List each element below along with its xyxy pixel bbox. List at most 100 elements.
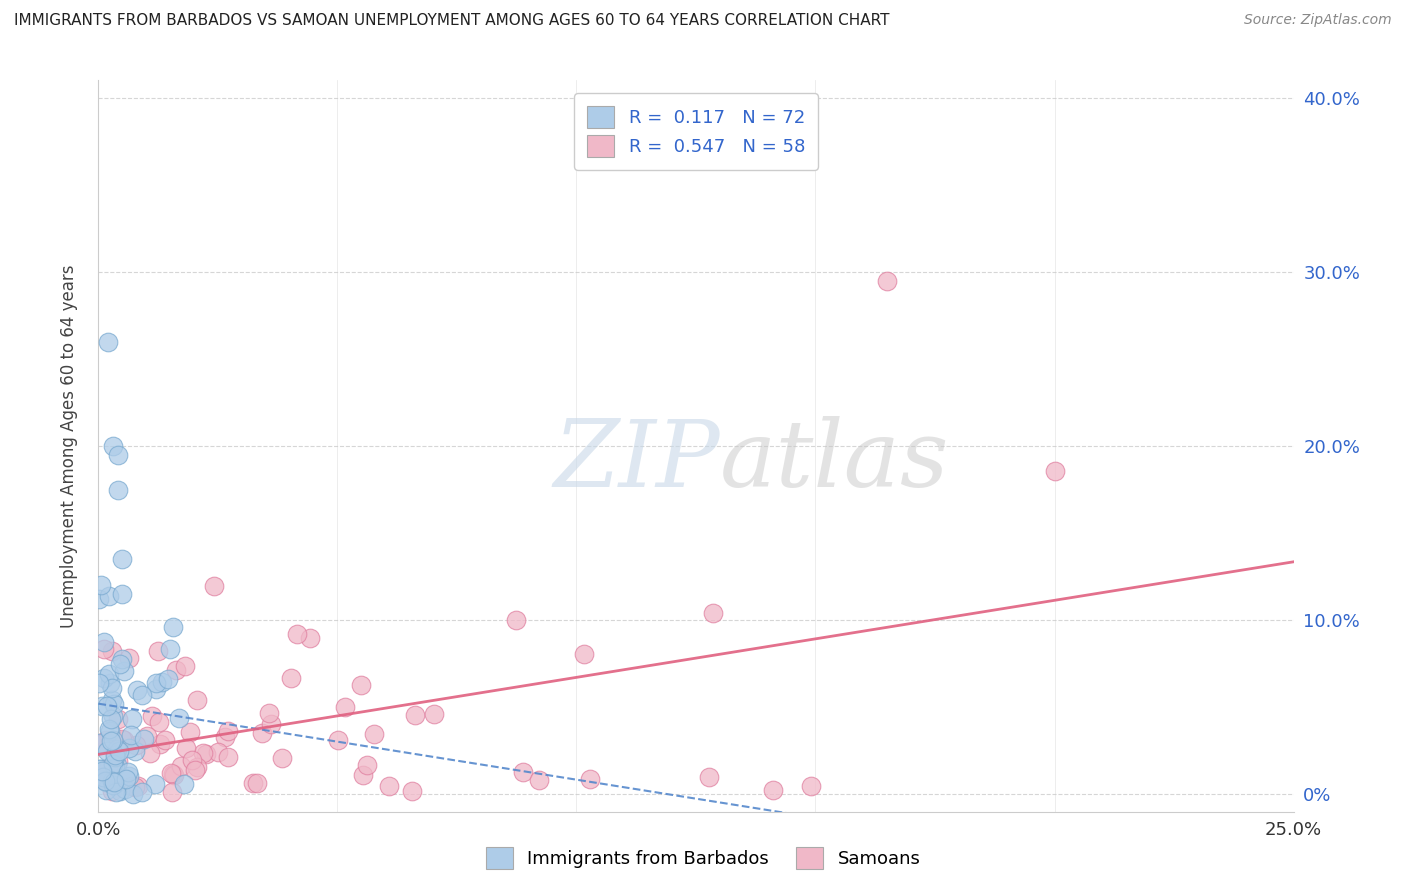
Point [159, 766, 181, 780]
Point [186, 692, 208, 706]
Point [145, 676, 167, 690]
Point [148, 714, 170, 729]
Point [697, 770, 720, 784]
Point [89, 763, 111, 777]
Point [135, 730, 157, 744]
Point [103, 697, 125, 711]
Point [101, 784, 124, 798]
Point [90, 764, 112, 779]
Point [101, 709, 124, 723]
Point [132, 731, 155, 746]
Point [246, 776, 269, 790]
Point [166, 663, 188, 677]
Point [124, 780, 146, 794]
Point [105, 776, 128, 790]
Text: atlas: atlas [720, 416, 949, 506]
Point [194, 747, 217, 761]
Point [162, 767, 184, 781]
Point [101, 733, 124, 747]
Point [121, 713, 143, 727]
Point [186, 760, 208, 774]
Point [93, 671, 115, 685]
Point [91, 770, 114, 784]
Point [578, 772, 600, 786]
Point [404, 708, 426, 723]
Point [800, 780, 823, 794]
Point [100, 734, 122, 748]
Point [214, 730, 236, 744]
Point [104, 750, 127, 764]
Point [101, 644, 124, 658]
Point [162, 620, 184, 634]
Point [98, 667, 121, 681]
Point [280, 671, 302, 685]
Point [114, 782, 136, 797]
Point [90, 699, 112, 714]
Point [112, 665, 135, 679]
Point [257, 706, 280, 720]
Point [512, 765, 534, 780]
Point [148, 737, 170, 751]
Point [207, 745, 229, 759]
Point [96, 732, 118, 747]
Point [131, 688, 153, 702]
Point [326, 732, 349, 747]
Point [107, 483, 129, 497]
Point [117, 764, 139, 779]
Point [202, 579, 225, 593]
Point [131, 785, 153, 799]
Point [101, 439, 124, 453]
Point [105, 758, 128, 772]
Point [217, 723, 239, 738]
Point [101, 778, 124, 792]
Point [167, 711, 190, 725]
Point [97, 722, 120, 736]
Point [90, 578, 112, 592]
Point [105, 785, 128, 799]
Point [762, 782, 785, 797]
Point [139, 746, 162, 760]
Point [94, 772, 117, 787]
Point [350, 678, 373, 692]
Y-axis label: Unemployment Among Ages 60 to 64 years: Unemployment Among Ages 60 to 64 years [59, 264, 77, 628]
Point [111, 587, 134, 601]
Point [110, 784, 132, 798]
Point [141, 708, 163, 723]
Point [173, 659, 195, 673]
Point [100, 774, 122, 789]
Text: IMMIGRANTS FROM BARBADOS VS SAMOAN UNEMPLOYMENT AMONG AGES 60 TO 64 YEARS CORREL: IMMIGRANTS FROM BARBADOS VS SAMOAN UNEMP… [14, 13, 890, 29]
Point [259, 717, 281, 731]
Point [270, 750, 292, 764]
Point [180, 753, 202, 767]
Point [191, 746, 214, 760]
Point [115, 772, 138, 786]
Point [89, 736, 111, 750]
Point [127, 779, 149, 793]
Text: ZIP: ZIP [553, 416, 720, 506]
Point [120, 728, 142, 742]
Point [242, 776, 264, 790]
Point [94, 783, 117, 797]
Point [118, 741, 141, 756]
Point [120, 780, 142, 794]
Point [94, 774, 117, 789]
Point [299, 631, 322, 645]
Point [107, 744, 129, 758]
Point [173, 777, 195, 791]
Point [174, 741, 197, 756]
Point [124, 744, 146, 758]
Point [107, 712, 129, 726]
Point [103, 756, 125, 771]
Point [143, 777, 166, 791]
Point [401, 784, 423, 798]
Point [179, 724, 201, 739]
Point [184, 764, 207, 778]
Point [156, 673, 179, 687]
Point [127, 683, 149, 698]
Point [527, 773, 550, 788]
Point [96, 698, 118, 713]
Point [1043, 464, 1066, 478]
Point [356, 758, 378, 772]
Point [107, 755, 129, 769]
Point [163, 768, 186, 782]
